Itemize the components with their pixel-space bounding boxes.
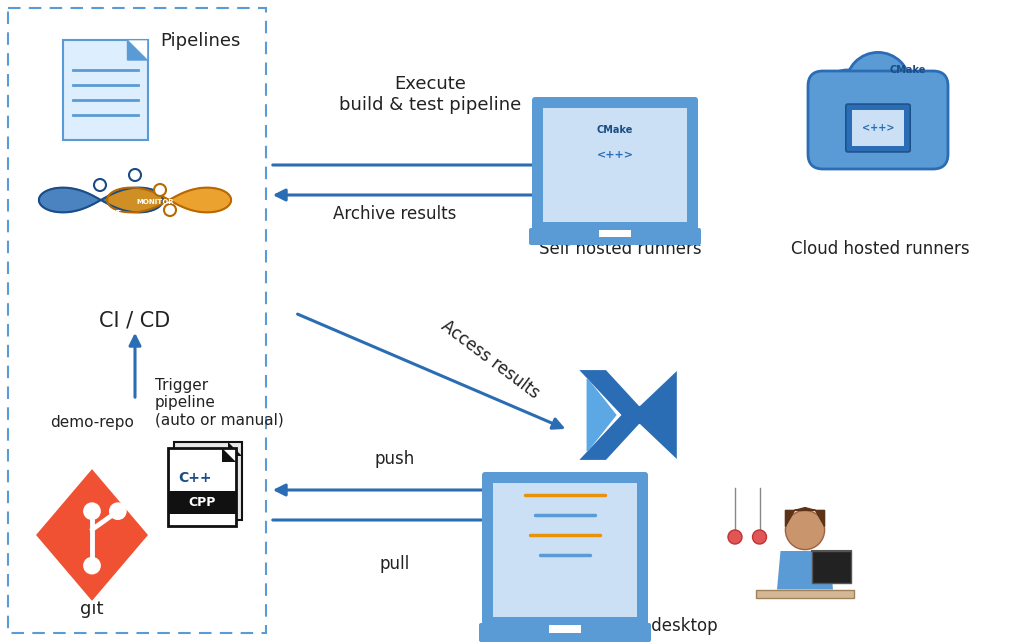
Circle shape: [84, 503, 100, 519]
Text: pull: pull: [380, 555, 411, 573]
FancyBboxPatch shape: [852, 110, 904, 146]
FancyBboxPatch shape: [62, 40, 147, 140]
Text: CPP: CPP: [188, 496, 216, 509]
Text: MONITOR: MONITOR: [136, 199, 174, 205]
Polygon shape: [39, 187, 163, 213]
Polygon shape: [108, 187, 231, 213]
Polygon shape: [785, 507, 824, 527]
FancyBboxPatch shape: [529, 228, 701, 245]
Polygon shape: [34, 467, 150, 603]
FancyBboxPatch shape: [174, 442, 242, 520]
Circle shape: [821, 70, 872, 121]
Text: push: push: [375, 450, 415, 468]
Text: TEST: TEST: [102, 210, 122, 216]
Text: C++: C++: [178, 471, 212, 485]
FancyBboxPatch shape: [756, 589, 854, 598]
Text: Execute
build & test pipeline: Execute build & test pipeline: [339, 75, 521, 114]
Circle shape: [110, 503, 126, 519]
Text: Archive results: Archive results: [334, 205, 457, 223]
Text: CMake: CMake: [597, 125, 633, 135]
Circle shape: [728, 530, 742, 544]
FancyBboxPatch shape: [482, 472, 648, 628]
FancyBboxPatch shape: [532, 97, 698, 233]
Polygon shape: [228, 442, 242, 456]
Circle shape: [753, 530, 767, 544]
Text: <++>: <++>: [597, 150, 634, 160]
Text: Self hosted runners: Self hosted runners: [539, 240, 701, 258]
FancyBboxPatch shape: [599, 230, 631, 236]
Circle shape: [154, 184, 166, 196]
Polygon shape: [587, 379, 615, 451]
Text: <++>: <++>: [862, 122, 894, 133]
Polygon shape: [777, 551, 833, 589]
FancyBboxPatch shape: [808, 71, 948, 169]
Circle shape: [887, 73, 931, 118]
Text: Pipelines: Pipelines: [160, 32, 241, 50]
FancyBboxPatch shape: [543, 108, 687, 222]
Text: Access results: Access results: [437, 317, 543, 402]
FancyBboxPatch shape: [8, 8, 266, 633]
Polygon shape: [128, 40, 147, 60]
Circle shape: [785, 511, 824, 549]
Polygon shape: [128, 40, 147, 60]
Text: CMake: CMake: [890, 65, 926, 75]
Circle shape: [129, 169, 141, 181]
FancyBboxPatch shape: [168, 448, 236, 526]
Circle shape: [94, 179, 106, 191]
FancyBboxPatch shape: [812, 551, 851, 583]
Polygon shape: [222, 448, 236, 462]
Text: git: git: [80, 600, 103, 618]
Polygon shape: [578, 370, 678, 460]
Circle shape: [84, 558, 100, 574]
Text: Trigger
pipeline
(auto or manual): Trigger pipeline (auto or manual): [155, 378, 284, 428]
Circle shape: [846, 52, 910, 117]
FancyBboxPatch shape: [846, 104, 910, 152]
Circle shape: [164, 204, 176, 216]
Text: CI / CD: CI / CD: [99, 310, 171, 330]
FancyBboxPatch shape: [479, 623, 651, 642]
FancyBboxPatch shape: [549, 625, 581, 632]
Text: Developer's desktop: Developer's desktop: [547, 617, 718, 635]
Text: Cloud hosted runners: Cloud hosted runners: [791, 240, 970, 258]
Text: demo-repo: demo-repo: [50, 415, 134, 430]
FancyBboxPatch shape: [493, 483, 637, 617]
FancyBboxPatch shape: [168, 491, 236, 515]
